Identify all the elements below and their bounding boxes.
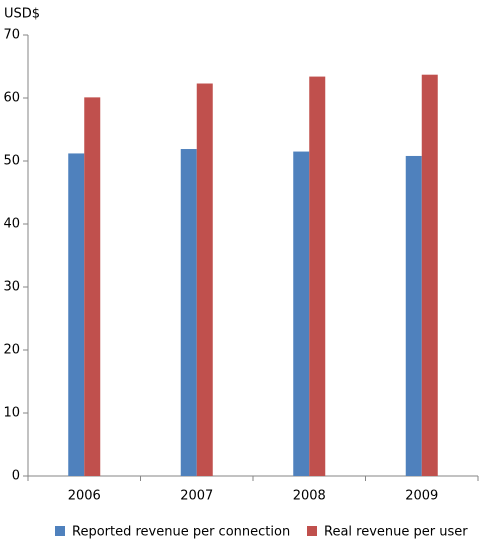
y-tick-label: 0 bbox=[12, 469, 20, 484]
x-tick-label: 2009 bbox=[405, 489, 438, 504]
y-tick-label: 30 bbox=[3, 280, 20, 295]
bar bbox=[68, 153, 85, 476]
legend-swatch bbox=[55, 526, 65, 536]
y-tick-label: 60 bbox=[3, 91, 20, 106]
y-tick-label: 50 bbox=[3, 154, 20, 169]
x-tick-label: 2008 bbox=[293, 489, 326, 504]
legend-swatch bbox=[307, 526, 317, 536]
bar bbox=[180, 149, 197, 476]
bar bbox=[84, 97, 101, 477]
y-tick-label: 40 bbox=[3, 217, 20, 232]
y-tick-label: 70 bbox=[3, 28, 20, 43]
legend-label: Real revenue per user bbox=[324, 525, 468, 540]
x-tick-label: 2007 bbox=[180, 489, 213, 504]
bar bbox=[405, 155, 422, 476]
x-tick-label: 2006 bbox=[68, 489, 101, 504]
bar bbox=[309, 76, 326, 476]
bar bbox=[421, 74, 438, 476]
legend-label: Reported revenue per connection bbox=[72, 525, 290, 540]
y-tick-label: 10 bbox=[3, 406, 20, 421]
y-axis-label: USD$ bbox=[4, 7, 40, 22]
y-tick-label: 20 bbox=[3, 343, 20, 358]
bar bbox=[293, 151, 310, 477]
bar bbox=[196, 83, 213, 476]
